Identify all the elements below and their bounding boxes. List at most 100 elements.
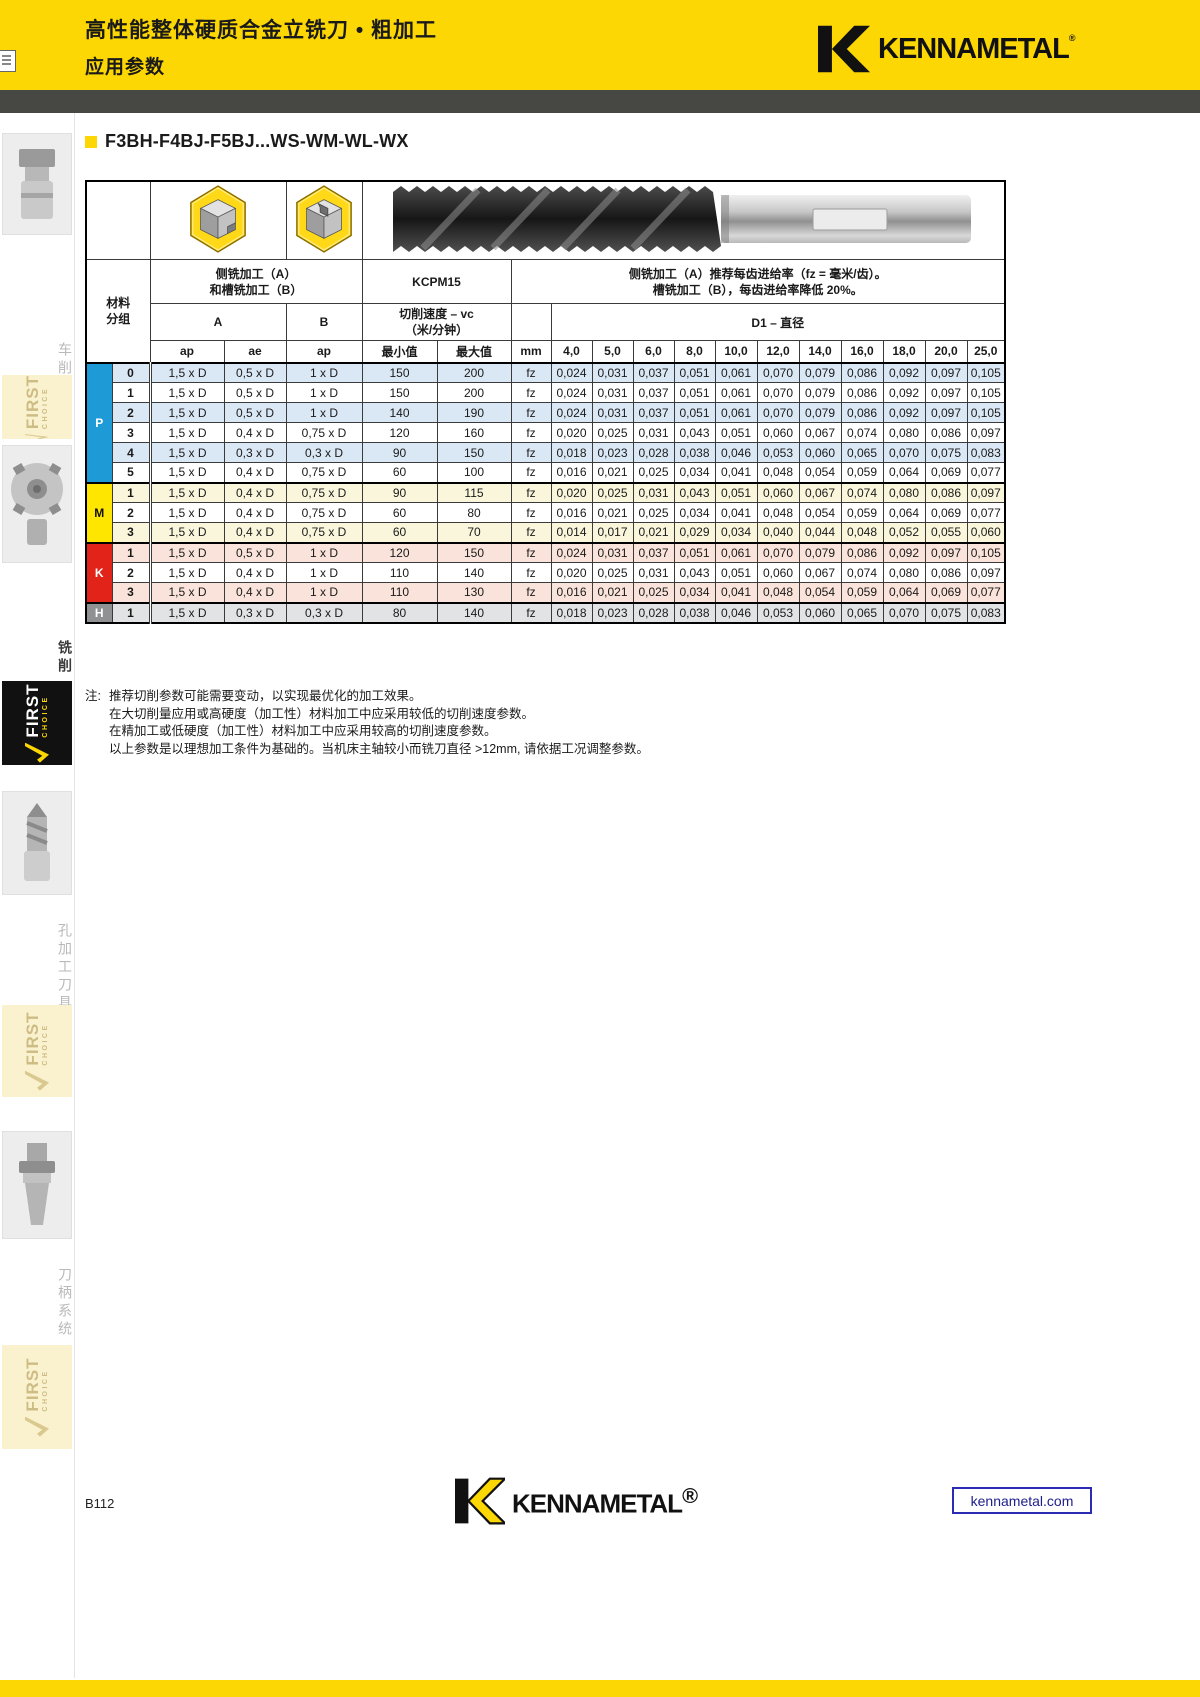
fz-value: 0,061 xyxy=(714,402,758,423)
notes-block: 注: 推荐切削参数可能需要变动，以实现最优化的加工效果。 在大切削量应用或高硬度… xyxy=(85,688,649,758)
fz-unit: fz xyxy=(510,402,552,423)
ap-b-value: 0,75 x D xyxy=(285,462,363,483)
fz-value: 0,034 xyxy=(673,462,716,483)
website-link[interactable]: kennametal.com xyxy=(970,1492,1074,1509)
website-link-box: kennametal.com xyxy=(952,1487,1092,1514)
ae-value: 0,4 x D xyxy=(223,582,287,603)
fz-value: 0,028 xyxy=(632,442,675,463)
vc-max-value: 70 xyxy=(436,522,512,543)
row-index: 2 xyxy=(111,502,152,523)
sidebar-item-milling[interactable]: 铣削 xyxy=(57,640,73,676)
fz-value: 0,014 xyxy=(550,522,593,543)
fz-value: 0,043 xyxy=(673,422,716,443)
sidebar-item-toolingsystems[interactable]: 刀柄系统 xyxy=(57,1267,73,1339)
fz-value: 0,031 xyxy=(591,541,634,563)
diameter-column-header: 6,0 xyxy=(632,340,675,364)
ae-value: 0,5 x D xyxy=(223,541,287,563)
vc-max-value: 200 xyxy=(436,382,512,403)
vc-min-value: 90 xyxy=(361,442,438,463)
first-choice-check-icon xyxy=(25,1071,49,1091)
first-choice-badge-holemaking: FIRST CHOICE xyxy=(2,1005,72,1097)
fz-value: 0,051 xyxy=(714,562,758,583)
fz-value: 0,080 xyxy=(882,481,926,503)
vc-min-value: 120 xyxy=(361,541,438,563)
fz-value: 0,080 xyxy=(882,562,926,583)
ap-a-value: 1,5 x D xyxy=(149,442,225,463)
fz-value: 0,020 xyxy=(550,422,593,443)
ap-a-value: 1,5 x D xyxy=(149,601,225,623)
kennametal-wordmark: KENNAMETAL® xyxy=(878,32,1075,65)
material-group-K: K xyxy=(85,541,113,603)
fz-value: 0,031 xyxy=(632,562,675,583)
fz-value: 0,038 xyxy=(673,601,716,623)
fz-value: 0,017 xyxy=(591,522,634,543)
ap-b-value: 0,3 x D xyxy=(285,601,363,623)
ap-b-value: 0,75 x D xyxy=(285,481,363,503)
fz-value: 0,055 xyxy=(924,522,968,543)
fz-value: 0,025 xyxy=(591,481,634,503)
fz-value: 0,054 xyxy=(798,502,842,523)
ap-a-value: 1,5 x D xyxy=(149,402,225,423)
fz-value: 0,016 xyxy=(550,582,593,603)
fz-value: 0,105 xyxy=(966,382,1006,403)
ap-a-value: 1,5 x D xyxy=(149,541,225,563)
fz-value: 0,067 xyxy=(798,422,842,443)
fz-value: 0,070 xyxy=(882,601,926,623)
ap-a-value: 1,5 x D xyxy=(149,582,225,603)
fz-value: 0,048 xyxy=(756,502,800,523)
kennametal-logo-footer: KENNAMETAL® xyxy=(455,1477,698,1525)
fz-value: 0,061 xyxy=(714,541,758,563)
bottom-yellow-bar xyxy=(0,1680,1200,1697)
fz-value: 0,060 xyxy=(756,481,800,503)
fz-value: 0,053 xyxy=(756,442,800,463)
tooling-system-photo xyxy=(2,1131,72,1239)
ae-value: 0,4 x D xyxy=(223,522,287,543)
fz-value: 0,105 xyxy=(966,361,1006,383)
ae-value: 0,3 x D xyxy=(223,601,287,623)
row-index: 1 xyxy=(111,601,152,623)
fz-value: 0,021 xyxy=(591,502,634,523)
fz-value: 0,070 xyxy=(756,361,800,383)
cutting-parameters-table: 材料 分组 侧铣加工（A） 和槽铣加工（B） KCPM15 侧铣加工（A）推荐每… xyxy=(85,180,1006,624)
fz-value: 0,024 xyxy=(550,402,593,423)
sidebar-item-turning[interactable]: 车削 xyxy=(57,342,73,378)
fz-value: 0,052 xyxy=(882,522,926,543)
fz-value: 0,077 xyxy=(966,462,1006,483)
ae-value: 0,4 x D xyxy=(223,422,287,443)
first-choice-text: FIRST xyxy=(23,375,42,430)
fz-value: 0,060 xyxy=(798,442,842,463)
milling-ab-header: 侧铣加工（A） 和槽铣加工（B） xyxy=(149,259,363,304)
page-number: B112 xyxy=(85,1496,115,1511)
row-index: 1 xyxy=(111,541,152,563)
fz-value: 0,086 xyxy=(924,481,968,503)
cutting-speed-header: 切削速度 – vc （米/分钟） xyxy=(361,303,512,341)
fz-value: 0,031 xyxy=(632,422,675,443)
first-choice-text: FIRST xyxy=(23,1357,42,1412)
sidebar-item-holemaking[interactable]: 孔加工刀具 xyxy=(57,923,73,1013)
turning-tool-illustration xyxy=(19,149,55,219)
slot-milling-icon xyxy=(285,180,363,260)
diameter-column-header: 4,0 xyxy=(550,340,593,364)
fz-value: 0,086 xyxy=(840,382,884,403)
fz-value: 0,075 xyxy=(924,601,968,623)
fz-unit: fz xyxy=(510,582,552,603)
fz-value: 0,051 xyxy=(673,541,716,563)
fz-value: 0,016 xyxy=(550,502,593,523)
fz-value: 0,024 xyxy=(550,541,593,563)
fz-value: 0,059 xyxy=(840,462,884,483)
material-group-M: M xyxy=(85,481,113,543)
fz-value: 0,083 xyxy=(966,442,1006,463)
fz-value: 0,040 xyxy=(756,522,800,543)
fz-value: 0,023 xyxy=(591,442,634,463)
fz-value: 0,051 xyxy=(673,361,716,383)
material-row-P5: 5 1,5 x D 0,4 x D 0,75 x D 60 100 fz 0,016 0,021… xyxy=(86,462,1006,483)
ae-value: 0,5 x D xyxy=(223,402,287,423)
fz-value: 0,097 xyxy=(924,402,968,423)
fz-value: 0,053 xyxy=(756,601,800,623)
ae-value: 0,3 x D xyxy=(223,442,287,463)
vc-min-value: 90 xyxy=(361,481,438,503)
fz-value: 0,048 xyxy=(756,582,800,603)
fz-value: 0,074 xyxy=(840,422,884,443)
vc-min-value: 60 xyxy=(361,502,438,523)
